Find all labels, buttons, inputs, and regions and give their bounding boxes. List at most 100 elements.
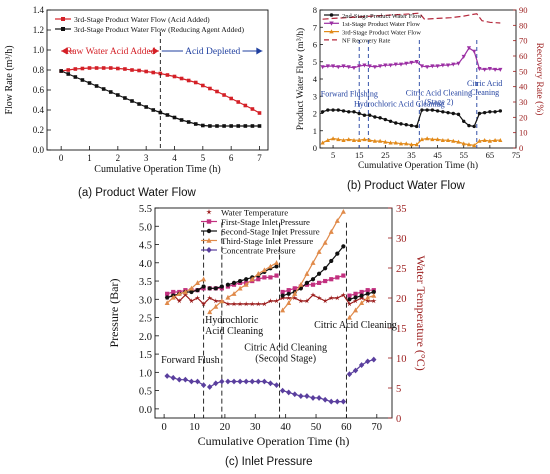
x-tick-label: 65 <box>486 150 495 160</box>
data-point <box>87 81 92 85</box>
data-point <box>328 229 334 234</box>
data-point <box>193 80 198 85</box>
panel-c-plot <box>164 208 377 418</box>
data-point <box>267 380 274 387</box>
data-point <box>144 69 148 74</box>
data-point <box>201 284 206 289</box>
data-point <box>316 395 322 401</box>
data-point <box>144 105 148 109</box>
data-point <box>304 271 310 276</box>
data-point <box>325 137 330 142</box>
data-point <box>383 117 388 122</box>
x-tick-label: 5 <box>201 153 206 163</box>
data-point <box>176 298 182 304</box>
panel-c-axes <box>154 207 393 419</box>
data-point <box>371 298 377 304</box>
data-point <box>347 110 351 114</box>
data-point <box>435 137 440 142</box>
data-point <box>316 295 322 301</box>
data-point <box>257 111 262 115</box>
data-point <box>365 298 371 304</box>
data-point <box>493 110 497 114</box>
data-point <box>477 138 482 143</box>
data-point <box>371 289 376 295</box>
data-point <box>498 109 503 113</box>
data-point <box>394 121 398 125</box>
annotation-bg <box>183 44 243 55</box>
data-point <box>171 289 176 295</box>
data-point <box>292 391 298 398</box>
data-point <box>310 277 316 282</box>
x-axis-label: Cumulative Operation Time (h) <box>198 434 350 448</box>
data-point <box>280 293 285 298</box>
x-tick-label: 70 <box>372 422 383 433</box>
y-tick-label: 0.6 <box>33 85 45 95</box>
data-point <box>123 67 127 71</box>
data-point <box>466 46 472 51</box>
y-right-tick-label: 50 <box>519 66 528 76</box>
legend-label: Concentrate Pressure <box>221 246 296 256</box>
data-point <box>336 137 341 142</box>
data-point <box>414 142 419 147</box>
data-point <box>325 64 330 69</box>
data-point <box>310 260 316 265</box>
data-point <box>255 378 262 385</box>
data-point <box>274 273 279 278</box>
data-point <box>172 74 177 79</box>
data-point <box>116 66 120 71</box>
data-point <box>367 113 372 117</box>
data-point <box>477 111 482 116</box>
data-point <box>267 263 273 269</box>
data-point <box>194 378 201 385</box>
data-point <box>94 84 99 88</box>
legend-marker <box>329 13 334 17</box>
data-point <box>286 288 291 293</box>
y-right-axis-label: Water Temperature (°C) <box>414 255 428 370</box>
data-point <box>477 66 482 71</box>
data-point <box>201 123 205 128</box>
data-point <box>346 314 352 320</box>
data-point <box>215 89 219 94</box>
data-point <box>213 298 219 304</box>
x-tick-label: 10 <box>189 422 200 433</box>
data-point <box>373 115 377 119</box>
data-point <box>482 67 487 72</box>
data-point <box>359 289 364 295</box>
data-point <box>388 119 393 123</box>
data-point <box>365 291 370 296</box>
y-tick-label: 3 <box>313 91 317 101</box>
data-point <box>280 307 286 313</box>
data-point <box>179 118 184 122</box>
data-point <box>108 66 113 70</box>
legend-label: 2nd-Stage Product Water Flow <box>342 13 422 20</box>
data-point <box>66 68 71 72</box>
data-point <box>108 90 113 94</box>
data-point <box>320 140 325 145</box>
annotation-hydrochloric: Hydrochloric Acid Cleaning <box>354 100 445 109</box>
data-point <box>186 120 191 124</box>
data-point <box>456 139 461 144</box>
data-point <box>393 140 398 145</box>
data-point <box>310 282 316 287</box>
y-tick-label: 1.0 <box>139 368 152 379</box>
data-point <box>298 393 304 399</box>
data-point <box>351 137 357 142</box>
y-tick-label: 0.5 <box>139 387 152 398</box>
data-point <box>346 137 351 142</box>
data-point <box>73 75 78 79</box>
data-point <box>330 136 336 141</box>
data-point <box>430 108 435 112</box>
y-right-tick-label: 5 <box>396 384 401 395</box>
y-tick-label: 0.0 <box>33 145 45 155</box>
x-tick-label: 3 <box>144 153 149 163</box>
data-point <box>179 76 184 81</box>
data-point <box>151 70 156 75</box>
y-tick-label: 0 <box>313 143 317 153</box>
data-point <box>273 382 280 389</box>
data-point <box>304 393 310 399</box>
data-point <box>116 93 120 97</box>
data-point <box>420 108 424 112</box>
x-tick-label: 5 <box>331 150 335 160</box>
data-point <box>213 286 218 291</box>
data-point <box>357 111 361 116</box>
